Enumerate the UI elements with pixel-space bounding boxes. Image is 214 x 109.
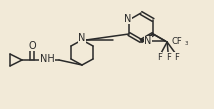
Text: F: F [174,53,178,61]
Text: 3: 3 [184,41,188,45]
Text: CF: CF [172,37,183,45]
Text: NH: NH [40,54,54,64]
Text: O: O [28,41,36,51]
Text: N: N [144,36,151,46]
Text: F: F [157,53,162,61]
Text: F: F [166,53,171,61]
Text: N: N [124,14,132,24]
Text: N: N [78,33,86,43]
